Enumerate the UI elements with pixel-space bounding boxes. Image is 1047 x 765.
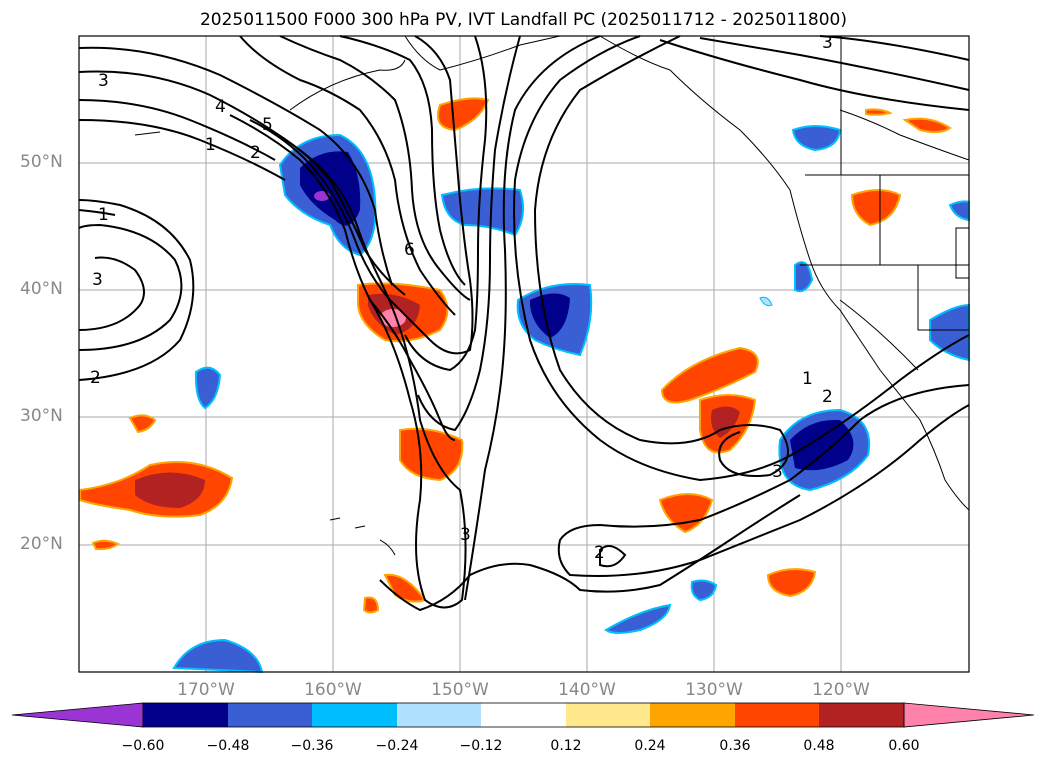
contour-label: 4 <box>215 97 226 117</box>
colorbar-swatch <box>312 703 397 727</box>
map-frame <box>78 35 970 673</box>
contour-label: 1 <box>98 205 109 225</box>
contour-label: 1 <box>802 369 813 389</box>
lat-label: 50°N <box>20 152 63 172</box>
contour-label: 3 <box>92 270 103 290</box>
pv-contours <box>78 35 970 612</box>
lon-label: 160°W <box>304 680 362 700</box>
colorbar-swatch <box>481 703 566 727</box>
contour-label: 2 <box>250 143 261 163</box>
lon-label: 170°W <box>177 680 235 700</box>
colorbar-tick-label: −0.24 <box>375 738 419 754</box>
colorbar-tick-label: 0.36 <box>719 738 751 754</box>
colorbar-tick-label: −0.12 <box>459 738 503 754</box>
contour-label: 2 <box>594 543 605 563</box>
colorbar-tick-label: 0.12 <box>550 738 582 754</box>
colorbar-swatch <box>650 703 735 727</box>
colorbar-swatch <box>143 703 228 727</box>
colorbar-swatch <box>735 703 819 727</box>
colorbar-tick-label: −0.36 <box>290 738 334 754</box>
coastlines <box>134 35 970 556</box>
contour-label: 2 <box>822 387 833 407</box>
colorbar-tick-label: −0.48 <box>206 738 250 754</box>
contour-label: 1 <box>205 135 216 155</box>
colorbar <box>11 702 1035 728</box>
contour-label: 3 <box>460 525 471 545</box>
colorbar-tick-label: 0.48 <box>803 738 835 754</box>
colorbar-tick-label: 0.24 <box>634 738 666 754</box>
lat-label: 30°N <box>20 406 63 426</box>
colorbar-swatch <box>228 703 312 727</box>
colorbar-swatch <box>566 703 650 727</box>
colorbar-extend-high <box>903 702 1035 728</box>
lon-label: 120°W <box>812 680 870 700</box>
lat-label: 40°N <box>20 279 63 299</box>
colorbar-swatch <box>819 703 904 727</box>
lon-label: 140°W <box>558 680 616 700</box>
colorbar-swatch <box>397 703 481 727</box>
contour-label: 3 <box>822 33 833 53</box>
figure-title: 2025011500 F000 300 hPa PV, IVT Landfall… <box>199 10 847 30</box>
contour-label: 6 <box>404 240 415 260</box>
contour-label: 5 <box>262 115 273 135</box>
colorbar-tick-label: −0.60 <box>121 738 165 754</box>
lon-label: 150°W <box>431 680 489 700</box>
contour-label: 2 <box>90 368 101 388</box>
colorbar-extend-low <box>11 702 144 728</box>
lon-label: 130°W <box>685 680 743 700</box>
contour-label: 3 <box>98 71 109 91</box>
contour-label: 3 <box>772 462 783 482</box>
lat-label: 20°N <box>20 534 63 554</box>
colorbar-tick-label: 0.60 <box>888 738 920 754</box>
contour-labels: 3 4 5 1 2 1 3 2 6 1 2 3 3 2 3 <box>90 33 833 563</box>
